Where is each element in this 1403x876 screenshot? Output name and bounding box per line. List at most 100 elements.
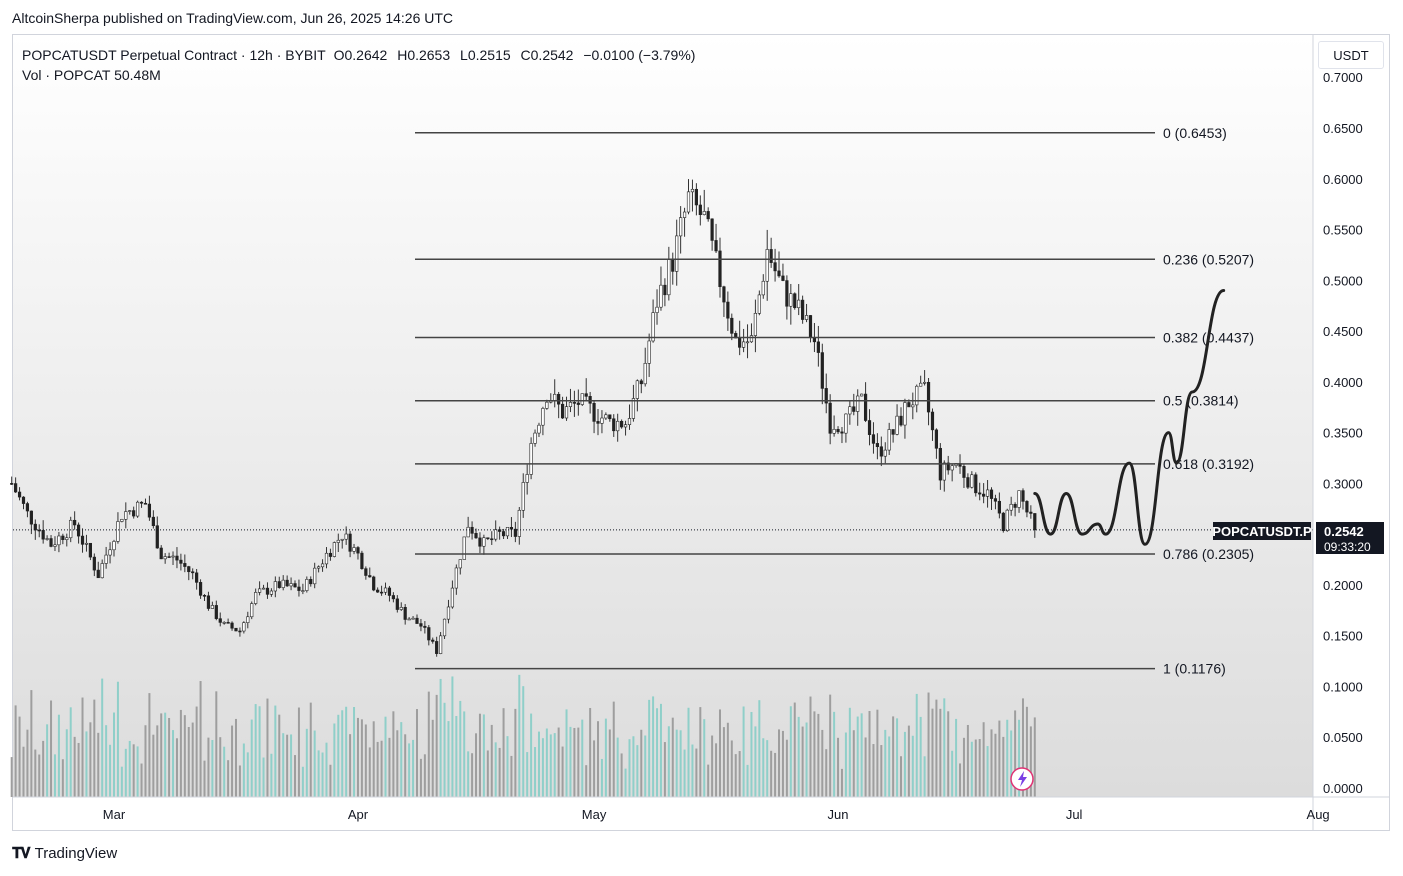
candle-body [667, 258, 671, 296]
volume-bar [97, 732, 100, 797]
volume-bar [223, 746, 226, 797]
volume-bar [667, 726, 670, 797]
volume-bar [168, 717, 171, 797]
volume-bar [970, 741, 973, 797]
candle-body [391, 595, 395, 600]
candle-body [517, 509, 521, 537]
candle-body [557, 393, 561, 405]
volume-bar [840, 768, 843, 797]
x-tick-label: Jun [828, 807, 849, 822]
candle-body [159, 547, 163, 560]
volume-bar [471, 753, 474, 797]
flash-icon[interactable] [1010, 767, 1034, 791]
candle-body [564, 406, 569, 419]
projection-path [1033, 288, 1226, 546]
candle-body [537, 424, 541, 434]
candle-body [1013, 503, 1017, 508]
volume-bar [577, 727, 580, 797]
candle-body [903, 402, 907, 426]
price-axis[interactable]: 0.7000 0.6500 0.6000 0.5500 0.5000 0.4500 0.40… [1323, 70, 1363, 796]
candle-body [659, 284, 663, 308]
candle-body [281, 579, 285, 588]
legend-high: H0.2653 [397, 47, 451, 63]
y-tick-label: 0.0000 [1323, 781, 1363, 796]
candle-body [167, 556, 171, 558]
volume-bar [364, 724, 367, 797]
volume-bar [439, 678, 442, 797]
volume-bar [42, 740, 45, 797]
candle-body [65, 537, 69, 540]
volume-bar [829, 694, 832, 797]
brand[interactable]: 𝐓𝐕 TradingView [12, 845, 117, 862]
volume-bar [837, 737, 840, 797]
candle-body [584, 393, 588, 397]
volume-bar [195, 706, 198, 797]
volume-bar [1033, 717, 1036, 797]
volume-bar [903, 731, 906, 797]
volume-bar [699, 707, 702, 797]
candle-body [289, 583, 293, 587]
fib-level-label: 0.236 (0.5207) [1163, 251, 1254, 267]
candle-body [596, 421, 600, 424]
currency-button[interactable]: USDT [1318, 41, 1384, 69]
candle-body [104, 554, 108, 564]
candle-body [718, 250, 722, 288]
volume-bar [683, 749, 686, 797]
candle-body [623, 424, 628, 428]
fib-retracement[interactable]: 0 (0.6453)0.236 (0.5207)0.382 (0.4437)0.… [415, 125, 1254, 677]
candle-body [187, 566, 191, 573]
volume-bar [722, 727, 725, 797]
volume-bar [640, 729, 643, 797]
legend-volume[interactable]: Vol · POPCAT 50.48M [22, 67, 161, 83]
candle-body [356, 547, 360, 554]
candle-body [616, 420, 620, 432]
volume-bar [172, 730, 175, 797]
volume-bar [242, 743, 245, 797]
volume-bar [612, 701, 615, 797]
candle-body [344, 533, 348, 540]
volume-bar [53, 754, 56, 797]
candle-body [431, 639, 435, 642]
candle-body [560, 403, 565, 419]
candle-body [364, 568, 368, 576]
candle-body [116, 521, 120, 542]
y-tick-label: 0.6500 [1323, 121, 1363, 136]
candle-body [580, 393, 584, 405]
legend-symbol[interactable]: POPCATUSDT Perpetual Contract · 12h · BY… [22, 47, 326, 63]
candle-body [482, 537, 486, 547]
volume-bar [478, 713, 481, 797]
volume-bar [718, 709, 721, 797]
candle-body [108, 549, 112, 556]
candle-body [285, 579, 289, 587]
volume-bar [856, 716, 859, 797]
candle-body [923, 381, 927, 384]
volume-bar [443, 702, 446, 797]
candle-body [427, 627, 431, 641]
candle-body [604, 414, 608, 419]
candle-body [195, 572, 199, 583]
plot-background [13, 35, 1313, 797]
volume-bar [207, 737, 210, 797]
candle-body [722, 286, 726, 303]
volume-bar [593, 740, 596, 797]
candle-body [521, 482, 525, 511]
candle-body [808, 315, 813, 339]
price-tag: POPCATUSDT.P 0.2542 09:33:20 [1212, 522, 1384, 554]
y-tick-label: 0.1500 [1323, 629, 1363, 644]
candle-body [128, 510, 132, 512]
candle-body [45, 538, 49, 540]
candle-body [930, 411, 935, 431]
time-axis[interactable]: Mar Apr May Jun Jul Aug [103, 807, 1330, 822]
volume-bar [388, 737, 391, 797]
volume-bar [742, 706, 745, 797]
candle-body [163, 556, 167, 560]
fib-level-label: 0 (0.6453) [1163, 125, 1227, 141]
volume-bar [876, 709, 879, 797]
candle-body [970, 474, 974, 488]
volume-bar [947, 711, 950, 797]
volume-bar [215, 691, 218, 797]
volume-bar [644, 735, 647, 797]
volume-bar [1002, 736, 1005, 797]
x-tick-label: May [582, 807, 607, 822]
